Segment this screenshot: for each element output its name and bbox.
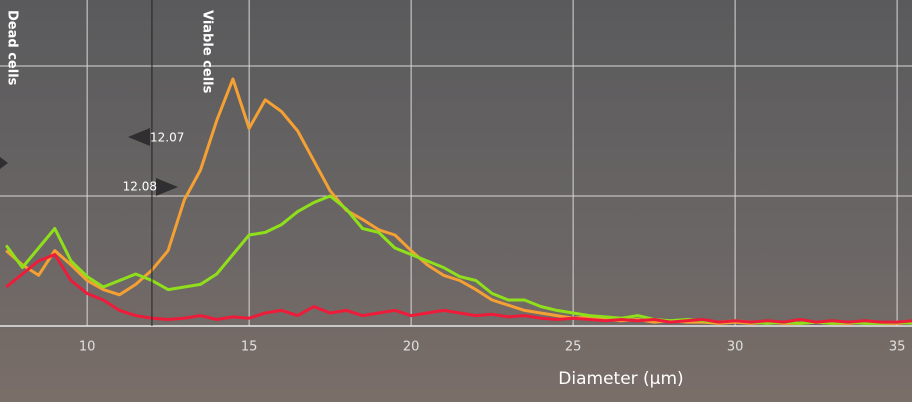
- region-label: Dead cells: [5, 10, 20, 86]
- marker-label: 12.07: [150, 131, 184, 145]
- x-tick-label: 15: [241, 340, 258, 355]
- marker-arrow: [128, 128, 150, 146]
- marker-arrow: [0, 157, 8, 169]
- series-line: [5, 253, 912, 324]
- x-tick-label: 20: [403, 340, 420, 355]
- x-axis-title: Diameter (µm): [558, 369, 683, 389]
- marker-arrow: [156, 178, 178, 196]
- series-line: [4, 194, 912, 325]
- region-label: Viable cells: [200, 10, 215, 94]
- x-tick-label: 10: [79, 340, 96, 355]
- x-tick-label: 30: [727, 340, 744, 355]
- x-tick-label: 25: [565, 340, 582, 355]
- marker-label: 12.08: [123, 180, 157, 194]
- x-tick-label: 35: [889, 340, 906, 355]
